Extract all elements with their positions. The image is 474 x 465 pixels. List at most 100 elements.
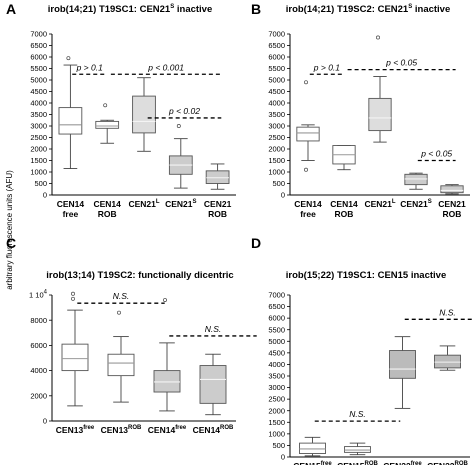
category-label: CEN14	[93, 199, 121, 209]
y-tick-label: 4500	[268, 87, 285, 96]
y-tick-label: 6500	[268, 41, 285, 50]
category-label: free	[300, 209, 316, 219]
y-tick-label: 7000	[268, 291, 285, 300]
box-4	[199, 353, 227, 416]
outlier-point	[376, 35, 380, 40]
y-tick-label: 4000	[30, 99, 47, 108]
box-iqr	[299, 442, 326, 454]
y-tick-label: 0	[43, 417, 47, 426]
category-label: CEN14	[57, 199, 85, 209]
y-tick-label: 0	[43, 191, 47, 200]
category-label: CEN13free	[56, 425, 95, 435]
y-tick-label: 3500	[30, 110, 47, 119]
box-iqr	[440, 185, 464, 194]
outlier-point	[117, 310, 121, 315]
category-label: CEN15free	[293, 461, 332, 465]
box-2	[332, 145, 356, 171]
y-tick-label: 6500	[30, 41, 47, 50]
y-tick-label: 8000	[30, 316, 47, 325]
box-2	[95, 103, 120, 144]
outlier-point	[304, 80, 308, 85]
category-label: ROB	[98, 209, 117, 219]
box-iqr	[389, 350, 416, 379]
y-tick-label: 2500	[30, 133, 47, 142]
box-1	[299, 436, 326, 457]
y-tick-label: 5500	[268, 64, 285, 73]
significance-label: N.S.	[349, 409, 366, 419]
category-label: CEN21L	[364, 199, 395, 209]
box-iqr	[199, 365, 227, 404]
category-label: CEN14free	[148, 425, 187, 435]
significance-label: p > 0.1	[313, 62, 341, 72]
box-5	[440, 184, 464, 195]
y-tick-label: 0	[281, 453, 285, 462]
box-iqr	[296, 126, 320, 142]
box-3	[132, 77, 156, 152]
y-tick-label: 2500	[268, 395, 285, 404]
box-3	[153, 298, 181, 412]
outlier-point	[66, 56, 71, 61]
category-label: ROB	[208, 209, 227, 219]
significance-label: N.S.	[439, 307, 456, 317]
box-iqr	[344, 446, 371, 453]
box-iqr	[132, 95, 156, 134]
category-label: CEN21	[438, 199, 466, 209]
y-axis-label: arbitrary fluorescence units (AFU)	[5, 170, 14, 290]
panel-title: irob(14;21) T19SC1: CEN21S inactive	[48, 4, 213, 15]
box-3	[368, 35, 392, 143]
y-tick-label: 7000	[30, 30, 47, 39]
y-tick-label: 5000	[30, 76, 47, 85]
y-tick-label: 6000	[268, 53, 285, 62]
panel-label: B	[251, 1, 261, 17]
category-label: CEN14ROB	[193, 425, 234, 435]
y-tick-label: 1000	[268, 429, 285, 438]
box-2	[107, 310, 135, 403]
panel-label: D	[251, 235, 261, 251]
y-tick-label: 1500	[268, 418, 285, 427]
category-label: CEN22free	[383, 461, 422, 465]
y-tick-label: 6000	[268, 314, 285, 323]
y-tick-label: 4000	[268, 99, 285, 108]
significance-label: p > 0.1	[76, 62, 104, 72]
category-label: ROB	[335, 209, 354, 219]
y-tick-label: 500	[34, 179, 47, 188]
box-2	[344, 442, 371, 456]
box-4	[434, 345, 461, 371]
category-label: CEN15ROB	[337, 461, 378, 465]
y-tick-label: 3000	[268, 122, 285, 131]
category-label: ROB	[443, 209, 462, 219]
y-tick-label: 1 104	[29, 290, 48, 300]
box-iqr	[61, 343, 89, 372]
box-iqr	[107, 353, 135, 377]
box-1	[58, 56, 83, 170]
y-tick-label: 5500	[30, 64, 47, 73]
y-tick-label: 6000	[30, 341, 47, 350]
category-label: CEN21L	[128, 199, 159, 209]
panel-title: irob(14;21) T19SC2: CEN21S inactive	[286, 4, 451, 15]
box-4	[168, 124, 193, 189]
panel-label: A	[6, 1, 16, 17]
significance-label: p < 0.001	[147, 62, 184, 72]
box-iqr	[95, 120, 120, 129]
outlier-point	[163, 298, 167, 302]
box-4	[404, 172, 428, 190]
category-label: CEN21	[204, 199, 232, 209]
y-tick-label: 3500	[268, 110, 285, 119]
y-tick-label: 1000	[268, 168, 285, 177]
box-iqr	[368, 97, 392, 132]
outlier-point	[71, 296, 75, 301]
y-tick-label: 6500	[268, 302, 285, 311]
panel-title: irob(13;14) T19SC2: functionally dicentr…	[46, 270, 233, 281]
y-tick-label: 1500	[30, 156, 47, 165]
box-3	[389, 336, 416, 409]
y-tick-label: 500	[272, 441, 285, 450]
box-5	[205, 163, 230, 190]
y-tick-label: 0	[281, 191, 285, 200]
significance-label: p < 0.05	[385, 58, 417, 68]
y-tick-label: 5000	[268, 337, 285, 346]
panel-title: irob(15;22) T19SC1: CEN15 inactive	[286, 270, 447, 281]
